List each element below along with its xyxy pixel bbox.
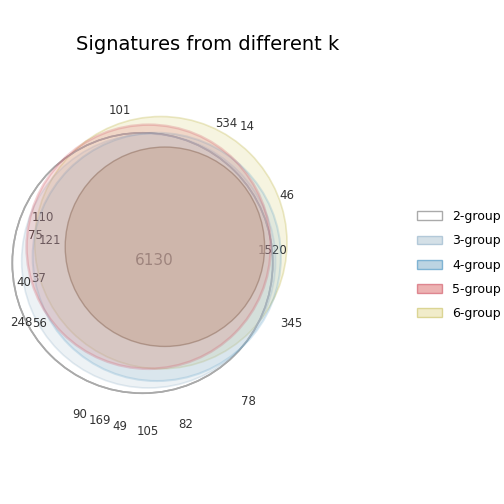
Text: 75: 75 — [28, 229, 42, 242]
Text: 90: 90 — [72, 408, 87, 421]
Text: 169: 169 — [89, 414, 111, 427]
Text: 37: 37 — [31, 272, 46, 285]
Text: 82: 82 — [178, 418, 193, 431]
Text: 78: 78 — [241, 395, 256, 408]
Text: 56: 56 — [33, 317, 47, 330]
Text: 248: 248 — [10, 316, 32, 329]
Text: 40: 40 — [16, 277, 31, 289]
Text: 105: 105 — [136, 424, 159, 437]
Legend: 2-group, 3-group, 4-group, 5-group, 6-group: 2-group, 3-group, 4-group, 5-group, 6-gr… — [417, 210, 501, 320]
Circle shape — [27, 124, 271, 369]
Text: 101: 101 — [109, 104, 132, 117]
Text: 14: 14 — [240, 120, 255, 133]
Circle shape — [22, 134, 276, 388]
Circle shape — [33, 133, 281, 381]
Text: 49: 49 — [112, 420, 128, 433]
Text: 345: 345 — [280, 317, 302, 330]
Title: Signatures from different k: Signatures from different k — [76, 35, 339, 54]
Text: 110: 110 — [32, 211, 54, 224]
Circle shape — [35, 116, 287, 369]
Text: 534: 534 — [215, 117, 237, 131]
Circle shape — [65, 147, 265, 346]
Text: 121: 121 — [38, 234, 61, 247]
Text: 1520: 1520 — [258, 244, 288, 258]
Text: 6130: 6130 — [136, 254, 174, 269]
Text: 46: 46 — [280, 188, 294, 202]
